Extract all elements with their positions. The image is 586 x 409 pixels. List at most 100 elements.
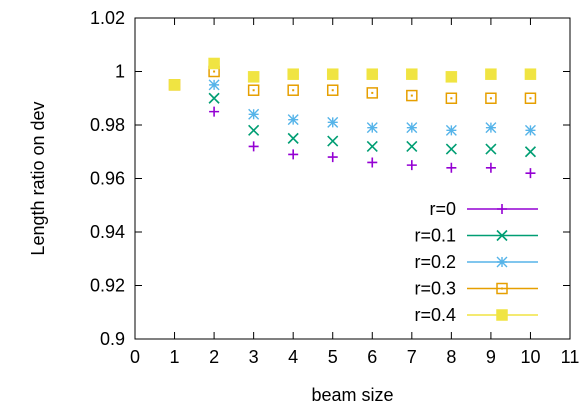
star-marker (367, 123, 377, 133)
series-r=0 (170, 80, 536, 178)
x-tick-label: 2 (209, 347, 219, 367)
data-point (249, 141, 259, 151)
data-point (288, 149, 298, 159)
y-tick-label: 0.9 (100, 329, 125, 349)
x-tick-label: 4 (288, 347, 298, 367)
filled-square-marker (525, 69, 536, 80)
data-point (446, 144, 456, 154)
data-point (209, 107, 219, 117)
square-dot (529, 97, 531, 99)
data-point (209, 80, 219, 90)
plus-marker (497, 204, 507, 214)
filled-square-marker (209, 58, 220, 69)
legend-entry: r=0.4 (414, 305, 538, 325)
x-tick-label: 7 (407, 347, 417, 367)
plus-marker (209, 107, 219, 117)
filled-square-marker (406, 69, 417, 80)
legend-marker (497, 257, 507, 267)
data-point (327, 69, 338, 80)
square-dot (213, 71, 215, 73)
legend-marker (497, 310, 508, 321)
data-point (486, 144, 496, 154)
square-dot (253, 89, 255, 91)
legend-entry: r=0 (429, 199, 538, 219)
data-point (288, 85, 298, 95)
cross-marker (446, 144, 456, 154)
legend: r=0r=0.1r=0.2r=0.3r=0.4 (414, 199, 538, 325)
data-point (288, 115, 298, 125)
plus-marker (446, 163, 456, 173)
y-tick-label: 0.92 (90, 276, 125, 296)
filled-square-marker (327, 69, 338, 80)
data-point (169, 79, 180, 90)
filled-square-marker (446, 71, 457, 82)
square-dot (490, 97, 492, 99)
cross-marker (288, 133, 298, 143)
x-tick-label: 8 (446, 347, 456, 367)
star-marker (209, 80, 219, 90)
data-point (249, 125, 259, 135)
legend-label: r=0.4 (414, 305, 456, 325)
data-point (525, 69, 536, 80)
data-point (328, 152, 338, 162)
data-point (446, 163, 456, 173)
legend-entry: r=0.3 (414, 279, 538, 299)
legend-label: r=0.2 (414, 252, 456, 272)
y-tick-label: 1.02 (90, 8, 125, 28)
x-tick-label: 10 (520, 347, 540, 367)
filled-square-marker (485, 69, 496, 80)
plus-marker (525, 168, 535, 178)
star-marker (328, 117, 338, 127)
plus-marker (328, 152, 338, 162)
star-marker (497, 257, 507, 267)
data-point (407, 91, 417, 101)
data-point (525, 147, 535, 157)
filled-square-marker (367, 69, 378, 80)
legend-marker (497, 204, 507, 214)
data-point (288, 133, 298, 143)
x-tick-label: 3 (249, 347, 259, 367)
legend-label: r=0 (429, 199, 456, 219)
legend-label: r=0.3 (414, 279, 456, 299)
star-marker (486, 123, 496, 133)
plus-marker (249, 141, 259, 151)
plot-frame (135, 18, 570, 339)
cross-marker (209, 93, 219, 103)
data-point (367, 157, 377, 167)
data-point (248, 71, 259, 82)
y-tick-label: 0.98 (90, 115, 125, 135)
x-tick-label: 5 (328, 347, 338, 367)
data-point (328, 117, 338, 127)
square-dot (411, 95, 413, 97)
data-point (328, 85, 338, 95)
data-point (525, 168, 535, 178)
data-point (209, 93, 219, 103)
data-point (367, 88, 377, 98)
y-tick-label: 0.94 (90, 222, 125, 242)
star-marker (249, 109, 259, 119)
plus-marker (288, 149, 298, 159)
data-point (486, 163, 496, 173)
x-axis-label: beam size (311, 385, 393, 405)
series-r=0.1 (170, 80, 536, 157)
series-r=0.4 (169, 58, 536, 90)
data-point (328, 136, 338, 146)
x-tick-label: 1 (170, 347, 180, 367)
x-tick-label: 0 (130, 347, 140, 367)
data-point (406, 69, 417, 80)
y-axis-label: Length ratio on dev (28, 101, 48, 255)
square-dot (332, 89, 334, 91)
data-point (249, 109, 259, 119)
plus-marker (367, 157, 377, 167)
x-tick-label: 9 (486, 347, 496, 367)
star-marker (525, 125, 535, 135)
data-point (288, 69, 299, 80)
cross-marker (525, 147, 535, 157)
data-point (446, 71, 457, 82)
data-point (407, 160, 417, 170)
data-point (367, 69, 378, 80)
data-point (367, 123, 377, 133)
star-marker (446, 125, 456, 135)
x-tick-label: 11 (561, 347, 580, 367)
